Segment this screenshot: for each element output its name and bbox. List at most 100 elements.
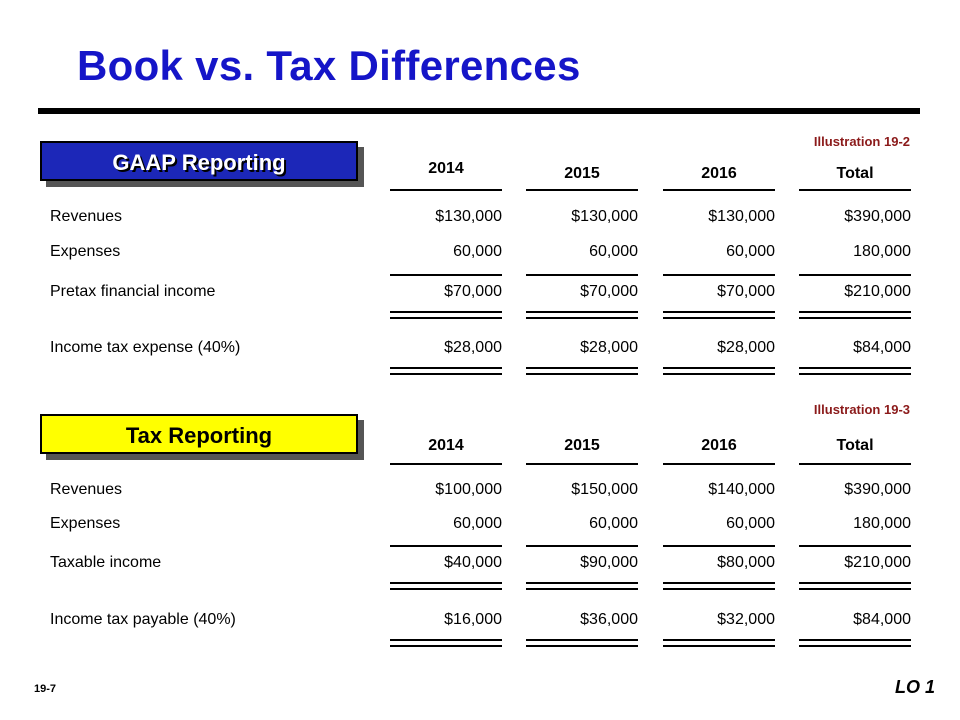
total-double-underline bbox=[390, 373, 502, 375]
column-header: 2014 bbox=[428, 160, 464, 177]
total-double-underline bbox=[526, 645, 638, 647]
cell-value: 180,000 bbox=[853, 243, 911, 260]
total-double-underline bbox=[526, 588, 638, 590]
total-double-underline bbox=[663, 311, 775, 313]
cell-value: $80,000 bbox=[717, 554, 775, 571]
column-header-underline bbox=[526, 189, 638, 191]
illustration-label: Illustration 19-2 bbox=[813, 134, 910, 149]
total-double-underline bbox=[526, 582, 638, 584]
cell-value: $70,000 bbox=[580, 283, 638, 300]
row-label: Expenses bbox=[50, 515, 121, 532]
cell-value: 60,000 bbox=[726, 243, 775, 260]
cell-value: $130,000 bbox=[435, 208, 502, 225]
total-double-underline bbox=[799, 367, 911, 369]
cell-value: 60,000 bbox=[726, 515, 775, 532]
total-double-underline bbox=[390, 588, 502, 590]
total-double-underline bbox=[526, 639, 638, 641]
total-double-underline bbox=[799, 373, 911, 375]
total-double-underline bbox=[663, 317, 775, 319]
column-header: 2014 bbox=[428, 437, 464, 454]
section-heading-box: Tax Reporting bbox=[40, 414, 358, 454]
row-label: Pretax financial income bbox=[50, 283, 216, 300]
cell-value: $130,000 bbox=[708, 208, 775, 225]
total-double-underline bbox=[390, 582, 502, 584]
subtotal-underline bbox=[799, 545, 911, 547]
cell-value: 60,000 bbox=[589, 243, 638, 260]
column-header-underline bbox=[390, 189, 502, 191]
page-title: Book vs. Tax Differences bbox=[77, 42, 581, 89]
cell-value: $70,000 bbox=[444, 283, 502, 300]
cell-value: 60,000 bbox=[453, 243, 502, 260]
cell-value: $40,000 bbox=[444, 554, 502, 571]
cell-value: 60,000 bbox=[453, 515, 502, 532]
column-header: Total bbox=[836, 437, 874, 454]
total-double-underline bbox=[663, 582, 775, 584]
row-label: Income tax payable (40%) bbox=[50, 611, 236, 628]
column-header: Total bbox=[836, 165, 874, 182]
total-double-underline bbox=[799, 588, 911, 590]
total-double-underline bbox=[663, 588, 775, 590]
column-header-underline bbox=[799, 463, 911, 465]
row-label: Revenues bbox=[50, 208, 123, 225]
total-double-underline bbox=[390, 645, 502, 647]
cell-value: $150,000 bbox=[571, 481, 638, 498]
total-double-underline bbox=[663, 373, 775, 375]
total-double-underline bbox=[390, 311, 502, 313]
subtotal-underline bbox=[663, 545, 775, 547]
illustration-label: Illustration 19-3 bbox=[813, 402, 910, 417]
row-label: Expenses bbox=[50, 243, 121, 260]
column-header-underline bbox=[663, 189, 775, 191]
column-header-underline bbox=[526, 463, 638, 465]
total-double-underline bbox=[526, 367, 638, 369]
total-double-underline bbox=[663, 645, 775, 647]
column-header-underline bbox=[799, 189, 911, 191]
cell-value: $28,000 bbox=[444, 339, 502, 356]
cell-value: $390,000 bbox=[844, 481, 911, 498]
total-double-underline bbox=[663, 367, 775, 369]
row-label: Revenues bbox=[50, 481, 123, 498]
cell-value: $390,000 bbox=[844, 208, 911, 225]
column-header: 2015 bbox=[564, 437, 600, 454]
subtotal-underline bbox=[390, 545, 502, 547]
total-double-underline bbox=[663, 639, 775, 641]
total-double-underline bbox=[799, 645, 911, 647]
total-double-underline bbox=[390, 367, 502, 369]
column-header: 2016 bbox=[701, 437, 737, 454]
total-double-underline bbox=[799, 582, 911, 584]
total-double-underline bbox=[799, 639, 911, 641]
cell-value: $140,000 bbox=[708, 481, 775, 498]
cell-value: $28,000 bbox=[580, 339, 638, 356]
total-double-underline bbox=[526, 317, 638, 319]
cell-value: $84,000 bbox=[853, 611, 911, 628]
cell-value: $36,000 bbox=[580, 611, 638, 628]
cell-value: 180,000 bbox=[853, 515, 911, 532]
total-double-underline bbox=[799, 311, 911, 313]
column-header-underline bbox=[663, 463, 775, 465]
cell-value: $32,000 bbox=[717, 611, 775, 628]
cell-value: 60,000 bbox=[589, 515, 638, 532]
cell-value: $100,000 bbox=[435, 481, 502, 498]
cell-value: $16,000 bbox=[444, 611, 502, 628]
slide-number: 19-7 bbox=[34, 683, 57, 695]
subtotal-underline bbox=[390, 274, 502, 276]
column-header: 2016 bbox=[701, 165, 737, 182]
row-label: Income tax expense (40%) bbox=[50, 339, 241, 356]
cell-value: $130,000 bbox=[571, 208, 638, 225]
subtotal-underline bbox=[663, 274, 775, 276]
subtotal-underline bbox=[526, 545, 638, 547]
cell-value: $84,000 bbox=[853, 339, 911, 356]
section-heading-box: GAAP Reporting bbox=[40, 141, 358, 181]
cell-value: $210,000 bbox=[844, 283, 911, 300]
cell-value: $28,000 bbox=[717, 339, 775, 356]
total-double-underline bbox=[526, 311, 638, 313]
column-header-underline bbox=[390, 463, 502, 465]
subtotal-underline bbox=[799, 274, 911, 276]
total-double-underline bbox=[390, 639, 502, 641]
learning-objective-label: LO 1 bbox=[894, 677, 935, 697]
cell-value: $90,000 bbox=[580, 554, 638, 571]
title-divider bbox=[38, 108, 920, 114]
row-label: Taxable income bbox=[50, 554, 162, 571]
cell-value: $210,000 bbox=[844, 554, 911, 571]
total-double-underline bbox=[799, 317, 911, 319]
subtotal-underline bbox=[526, 274, 638, 276]
